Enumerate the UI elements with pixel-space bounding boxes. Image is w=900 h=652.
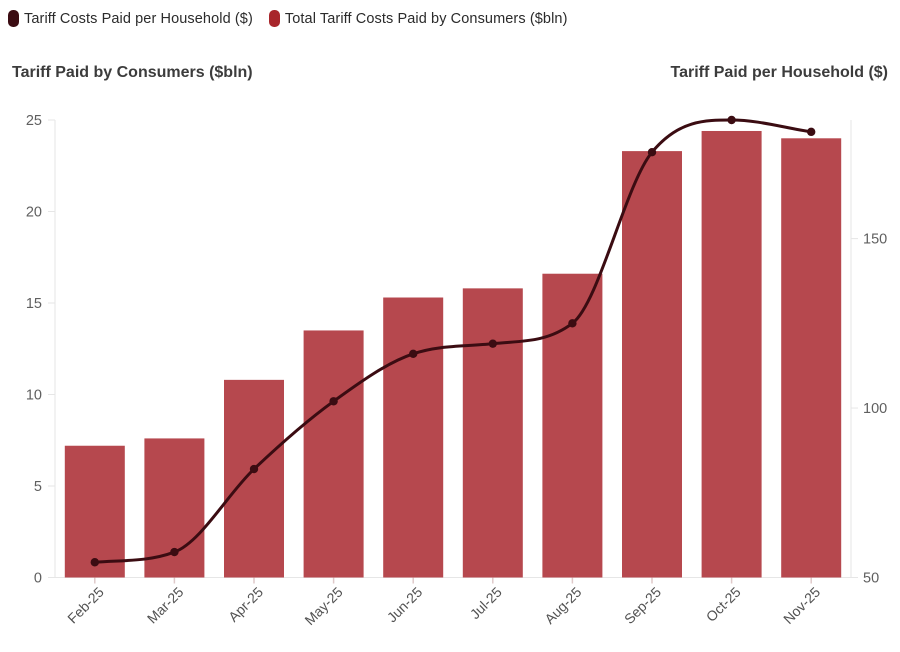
per-household-line	[93, 118, 813, 564]
line-point-Nov-25	[807, 127, 816, 137]
legend-label: Tariff Costs Paid per Household ($)	[24, 10, 253, 27]
bar-Feb-25	[64, 445, 125, 578]
x-axis-label-Nov-25: Nov-25	[780, 584, 823, 627]
legend: Tariff Costs Paid per Household ($) Tota…	[8, 10, 568, 27]
legend-marker-red-icon	[268, 10, 280, 27]
line-point-Jul-25	[488, 339, 497, 348]
right-axis-tick-label: 150	[863, 232, 887, 248]
bar-Jul-25	[462, 288, 523, 578]
x-axis-label-Sep-25: Sep-25	[621, 584, 664, 627]
line-point-Mar-25	[170, 547, 179, 557]
legend-label: Total Tariff Costs Paid by Consumers ($b…	[284, 10, 568, 27]
x-axis-label-Feb-25: Feb-25	[64, 584, 107, 627]
bar-Sep-25	[622, 151, 682, 578]
left-axis-tick-label: 20	[26, 205, 42, 221]
left-axis-tick-label: 0	[34, 571, 42, 587]
line-point-Apr-25	[249, 464, 259, 474]
right-axis-tick-label: 50	[863, 571, 879, 587]
left-axis-tick-label: 15	[26, 296, 42, 312]
legend-marker-dark-icon	[8, 10, 19, 27]
line-point-May-25	[329, 397, 338, 406]
left-axis-tick-label: 10	[26, 388, 42, 404]
right-axis-title: Tariff Paid per Household ($)	[670, 64, 889, 81]
bar-Oct-25	[701, 130, 762, 578]
left-axis-tick-label: 25	[26, 113, 42, 129]
left-axis-tick-label: 5	[34, 479, 42, 495]
axis-title-row: Tariff Paid by Consumers ($bln) Tariff P…	[12, 64, 888, 88]
legend-item-total-consumers: Total Tariff Costs Paid by Consumers ($b…	[268, 10, 568, 27]
x-axis-label-Apr-25: Apr-25	[225, 584, 266, 625]
legend-item-per-household: Tariff Costs Paid per Household ($)	[8, 10, 253, 27]
right-axis-tick-label: 100	[863, 401, 887, 417]
x-axis-label-May-25: May-25	[301, 584, 345, 628]
x-axis-label-Mar-25: Mar-25	[144, 584, 187, 627]
line-point-Oct-25	[727, 115, 736, 125]
bar-Apr-25	[224, 379, 284, 578]
bar-May-25	[303, 330, 364, 578]
x-axis-label-Jun-25: Jun-25	[384, 584, 426, 626]
line-point-Aug-25	[568, 319, 577, 328]
bar-Jun-25	[383, 297, 444, 578]
line-point-Jun-25	[409, 349, 418, 359]
line-point-Feb-25	[90, 558, 100, 567]
x-axis-label-Jul-25: Jul-25	[467, 584, 505, 622]
bar-Nov-25	[781, 138, 842, 578]
x-axis-label-Aug-25: Aug-25	[541, 584, 584, 627]
x-axis-label-Oct-25: Oct-25	[703, 584, 744, 625]
line-point-Sep-25	[647, 147, 657, 157]
left-axis-title: Tariff Paid by Consumers ($bln)	[12, 64, 253, 81]
